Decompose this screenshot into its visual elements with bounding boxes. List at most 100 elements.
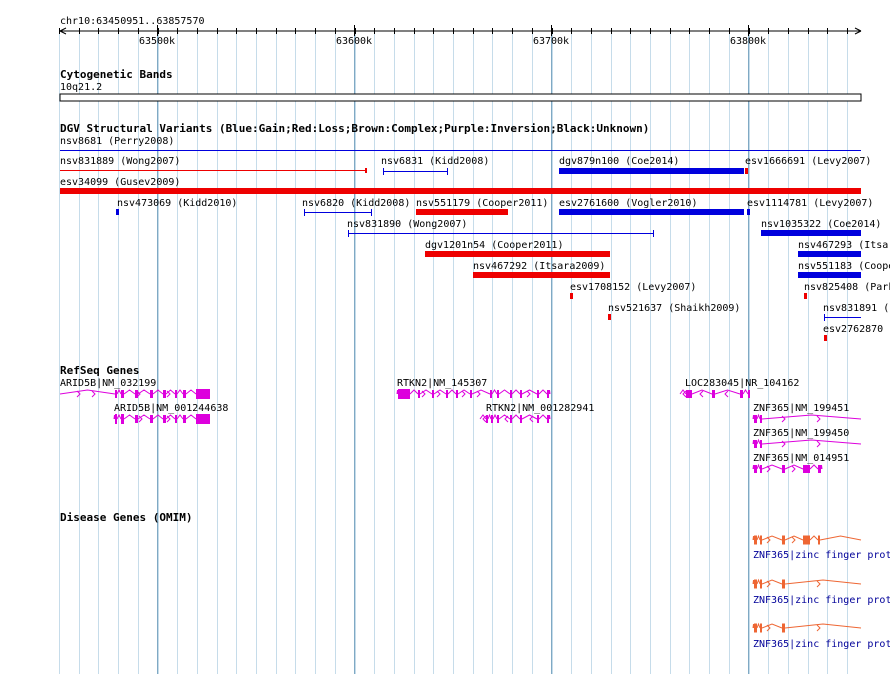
dgv-feature-bar[interactable] bbox=[559, 209, 744, 215]
dgv-feature[interactable]: nsv831889 (Wong2007) bbox=[60, 156, 367, 173]
dgv-feature[interactable]: nsv825408 (Park bbox=[804, 282, 890, 299]
strand-arrow-icon bbox=[781, 440, 786, 448]
gene-intron bbox=[113, 413, 197, 420]
gene-exon bbox=[490, 390, 492, 398]
vertical-grid bbox=[59, 33, 848, 674]
dgv-feature-bar[interactable] bbox=[473, 272, 610, 278]
refseq-gene[interactable]: RTKN2|NM_145307 bbox=[396, 378, 551, 399]
dgv-feature[interactable]: nsv467293 (Itsar bbox=[798, 240, 890, 257]
gene-exon bbox=[510, 415, 512, 423]
gene-exon bbox=[175, 415, 177, 423]
dgv-feature[interactable]: esv1666691 (Levy2007) bbox=[745, 156, 871, 174]
dgv-feature-bar[interactable] bbox=[761, 230, 861, 236]
dgv-feature[interactable]: nsv551183 (Coope bbox=[798, 261, 890, 278]
gene-exon bbox=[760, 535, 762, 545]
dgv-feature-tick[interactable] bbox=[804, 293, 807, 299]
strand-arrow-icon bbox=[76, 390, 81, 398]
omim-gene-label: ZNF365|zinc finger prot bbox=[753, 639, 890, 650]
gene-exon bbox=[398, 389, 410, 399]
dgv-feature[interactable]: dgv1201n54 (Cooper2011) bbox=[425, 240, 610, 257]
dgv-feature[interactable]: nsv6831 (Kidd2008) bbox=[381, 156, 489, 175]
gene-exon bbox=[121, 414, 124, 424]
dgv-feature-bar[interactable] bbox=[425, 251, 610, 257]
refseq-gene[interactable]: LOC283045|NR_104162 bbox=[679, 378, 799, 398]
refseq-gene[interactable]: ZNF365|NM_199451 bbox=[752, 403, 862, 423]
gene-exon bbox=[491, 415, 493, 423]
dgv-feature[interactable]: nsv6820 (Kidd2008) bbox=[302, 198, 410, 216]
gene-exon bbox=[497, 390, 499, 398]
omim-gene[interactable]: ZNF365|zinc finger prot bbox=[752, 578, 890, 607]
dgv-feature[interactable]: dgv879n100 (Coe2014) bbox=[559, 156, 744, 174]
refseq-track[interactable]: RefSeq Genes ARID5B|NM_032199 ARID5B|NM_0… bbox=[59, 364, 862, 473]
gene-exon bbox=[135, 415, 138, 423]
dgv-feature[interactable]: esv1708152 (Levy2007) bbox=[570, 282, 696, 299]
refseq-gene[interactable]: ZNF365|NM_014951 bbox=[752, 453, 849, 473]
dgv-feature[interactable]: nsv521637 (Shaikh2009) bbox=[608, 303, 740, 320]
dgv-feature-label: nsv521637 (Shaikh2009) bbox=[608, 303, 740, 314]
dgv-feature[interactable]: esv2761600 (Vogler2010) bbox=[559, 198, 744, 215]
dgv-feature[interactable]: esv34099 (Gusev2009) bbox=[60, 177, 861, 194]
omim-gene[interactable]: ZNF365|zinc finger prot bbox=[752, 622, 890, 651]
dgv-feature[interactable]: esv2762870 bbox=[823, 324, 883, 341]
dgv-feature-tick[interactable] bbox=[824, 335, 827, 341]
omim-gene-label: ZNF365|zinc finger prot bbox=[753, 550, 890, 561]
strand-arrow-icon bbox=[791, 465, 796, 473]
dgv-feature-bar[interactable] bbox=[798, 272, 861, 278]
gene-exon bbox=[760, 579, 762, 589]
dgv-feature-tick[interactable] bbox=[745, 168, 748, 174]
ruler-tick-label: 63800k bbox=[730, 36, 766, 47]
ruler-tick-label: 63700k bbox=[533, 36, 569, 47]
dgv-feature-bar[interactable] bbox=[798, 251, 861, 257]
strand-arrow-icon bbox=[421, 390, 426, 398]
omim-track[interactable]: Disease Genes (OMIM) ZNF365|zinc finger … bbox=[60, 511, 890, 650]
gene-exon bbox=[121, 390, 124, 398]
dgv-feature[interactable]: nsv1035322 (Coe2014) bbox=[761, 219, 881, 236]
dgv-feature[interactable]: nsv551179 (Cooper2011) bbox=[416, 198, 548, 215]
dgv-feature-tick[interactable] bbox=[747, 209, 750, 215]
dgv-feature[interactable]: nsv473069 (Kidd2010) bbox=[116, 198, 237, 215]
strand-arrow-icon bbox=[482, 415, 487, 423]
refseq-gene[interactable]: RTKN2|NM_001282941 bbox=[479, 403, 594, 423]
dgv-feature[interactable]: nsv8681 (Perry2008) bbox=[60, 136, 861, 151]
ruler-track[interactable]: chr10:63450951..63857570 63500k 63600k 637… bbox=[59, 16, 862, 47]
strand-arrow-icon bbox=[791, 536, 796, 544]
strand-arrow-icon bbox=[766, 536, 771, 544]
ruler-major-ticks: 63500k 63600k 63700k 63800k bbox=[139, 25, 766, 47]
dgv-feature-tick[interactable] bbox=[116, 209, 119, 215]
refseq-gene[interactable]: ARID5B|NM_032199 bbox=[59, 378, 210, 399]
gene-exon bbox=[754, 415, 757, 423]
refseq-gene-label: RTKN2|NM_145307 bbox=[397, 378, 487, 389]
gene-exon bbox=[196, 389, 210, 399]
refseq-gene[interactable]: ZNF365|NM_199450 bbox=[752, 428, 862, 448]
dgv-feature-bar[interactable] bbox=[559, 168, 744, 174]
ruler-tick-label: 63600k bbox=[336, 36, 372, 47]
gene-intron bbox=[752, 413, 862, 420]
dgv-feature-label: nsv8681 (Perry2008) bbox=[60, 136, 174, 147]
refseq-track-title: RefSeq Genes bbox=[60, 364, 139, 377]
dgv-feature-label: esv2762870 bbox=[823, 324, 883, 335]
dgv-feature-bar[interactable] bbox=[416, 209, 508, 215]
dgv-feature[interactable]: nsv831890 (Wong2007) bbox=[347, 219, 654, 237]
strand-arrow-icon bbox=[504, 415, 509, 423]
strand-arrow-icon bbox=[91, 390, 96, 398]
dgv-track[interactable]: DGV Structural Variants (Blue:Gain;Red:L… bbox=[60, 122, 890, 341]
cytoband-glyph[interactable] bbox=[59, 93, 862, 102]
dgv-feature[interactable]: nsv467292 (Itsara2009) bbox=[473, 261, 610, 278]
dgv-feature[interactable]: esv1114781 (Levy2007) bbox=[747, 198, 873, 215]
strand-arrow-icon bbox=[766, 624, 771, 632]
gene-intron bbox=[752, 534, 862, 541]
gene-exon bbox=[520, 390, 522, 398]
dgv-feature-tick[interactable] bbox=[608, 314, 611, 320]
dgv-feature-bar[interactable] bbox=[60, 188, 861, 194]
strand-arrow-icon bbox=[816, 440, 821, 448]
dgv-feature-tick[interactable] bbox=[570, 293, 573, 299]
omim-gene[interactable]: ZNF365|zinc finger prot bbox=[752, 534, 890, 562]
strand-arrow-icon bbox=[436, 390, 441, 398]
refseq-gene[interactable]: ARID5B|NM_001244638 bbox=[113, 403, 228, 424]
omim-track-title: Disease Genes (OMIM) bbox=[60, 511, 192, 524]
dgv-feature[interactable]: nsv831891 ( bbox=[823, 303, 889, 321]
gene-intron bbox=[679, 389, 749, 395]
cytoband-track[interactable]: Cytogenetic Bands 10q21.2 bbox=[59, 68, 862, 102]
gene-exon bbox=[150, 415, 153, 423]
